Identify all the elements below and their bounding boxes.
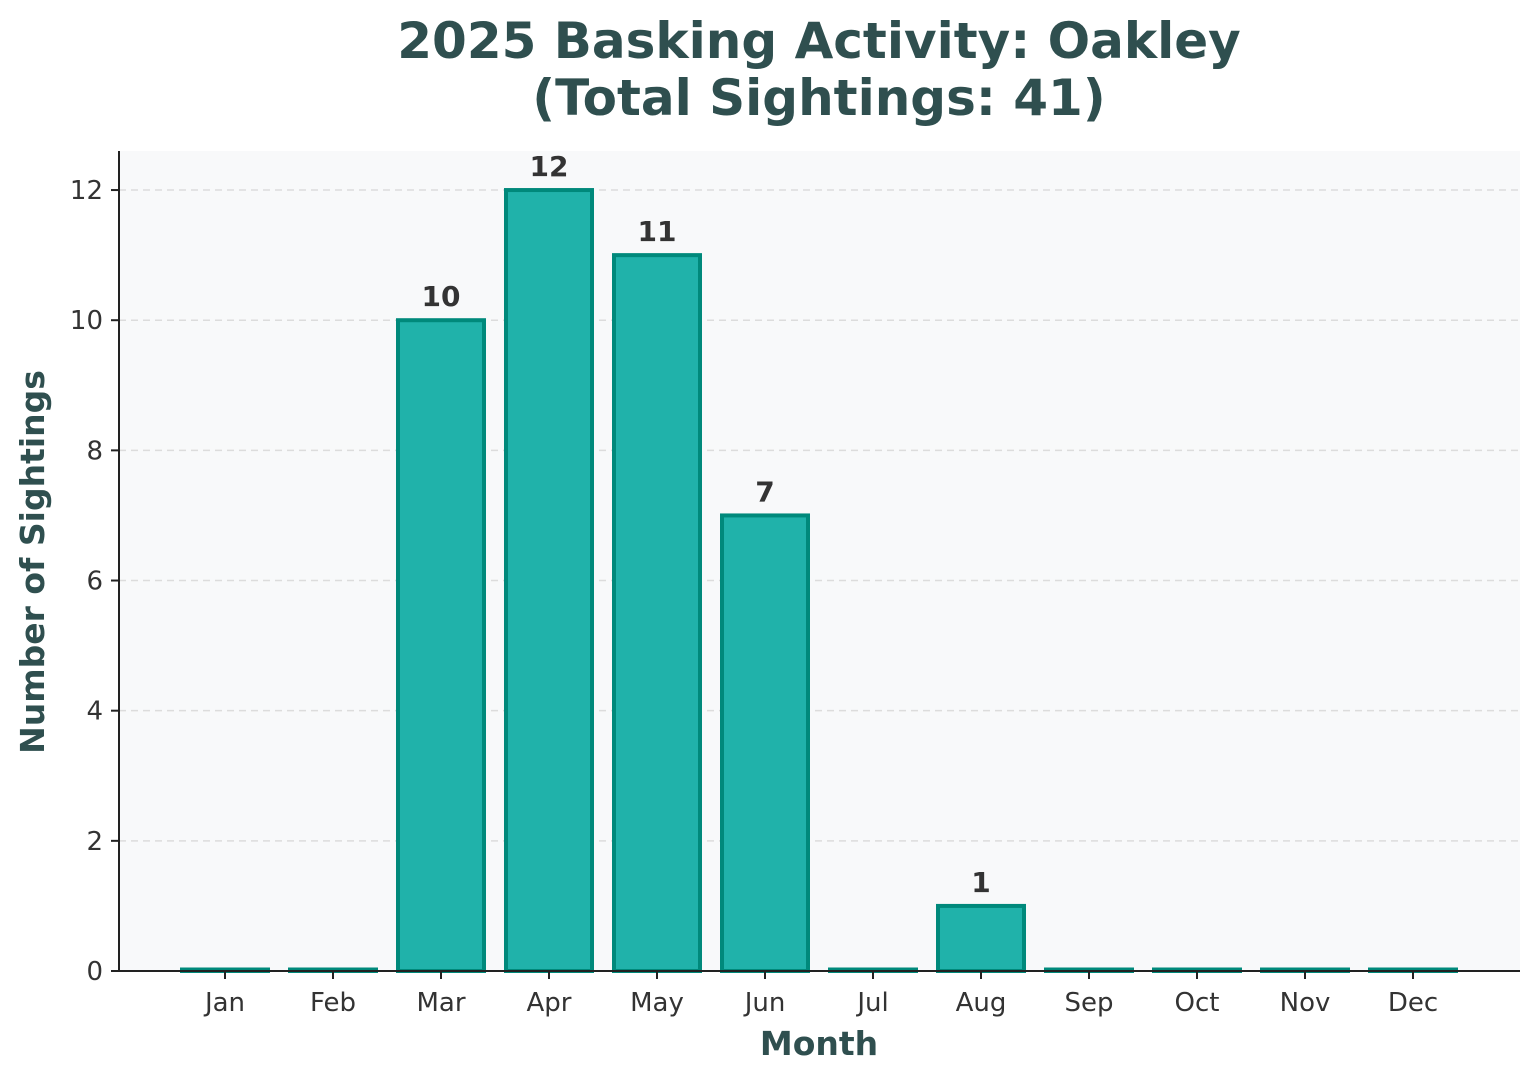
y-tick-label: 8 xyxy=(86,436,103,466)
x-ticks: Jan Feb Mar Apr May Jun Jul Aug Sep Oct Nov Dec xyxy=(203,971,1438,1018)
x-tick-label-aug: Aug xyxy=(956,988,1007,1018)
gridlines xyxy=(119,189,1520,842)
bar-aug xyxy=(936,903,1026,974)
y-tick-label: 0 xyxy=(86,957,103,987)
y-tick-label: 4 xyxy=(86,697,103,727)
data-label-may: 11 xyxy=(638,215,677,248)
data-label-mar: 10 xyxy=(422,280,461,313)
data-label-apr: 12 xyxy=(530,150,569,183)
x-tick-label-dec: Dec xyxy=(1388,988,1438,1018)
x-tick-label-mar: Mar xyxy=(416,988,465,1018)
x-tick-label-may: May xyxy=(630,988,684,1018)
y-tick-label: 6 xyxy=(86,567,103,597)
data-label-aug: 1 xyxy=(971,866,990,899)
x-tick-label-jun: Jun xyxy=(743,988,786,1018)
x-tick-label-jul: Jul xyxy=(855,988,888,1018)
y-tick-label: 2 xyxy=(86,827,103,857)
bar-may xyxy=(612,253,702,973)
x-tick-label-jan: Jan xyxy=(203,988,245,1018)
x-tick-label-sep: Sep xyxy=(1064,988,1113,1018)
bars xyxy=(180,188,1458,974)
chart-title-line-2: (Total Sightings: 41) xyxy=(532,69,1105,127)
x-tick-label-nov: Nov xyxy=(1280,988,1331,1018)
bar-apr xyxy=(504,188,594,974)
y-axis-label: Number of Sightings xyxy=(13,370,52,754)
bar-mar xyxy=(396,318,486,973)
bar-jun xyxy=(720,513,810,973)
x-tick-label-oct: Oct xyxy=(1175,988,1220,1018)
data-labels: 10 12 11 7 1 xyxy=(422,150,991,899)
y-tick-label: 12 xyxy=(70,176,103,206)
data-label-jun: 7 xyxy=(755,475,774,508)
x-tick-label-apr: Apr xyxy=(527,988,572,1018)
axes xyxy=(118,151,1520,972)
plot-area xyxy=(119,151,1520,971)
chart-title-line-1: 2025 Basking Activity: Oakley xyxy=(397,12,1241,70)
y-tick-label: 10 xyxy=(70,306,103,336)
x-axis-label: Month xyxy=(760,1024,878,1063)
x-tick-label-feb: Feb xyxy=(310,988,356,1018)
y-ticks: 0 2 4 6 8 10 12 xyxy=(70,176,119,987)
